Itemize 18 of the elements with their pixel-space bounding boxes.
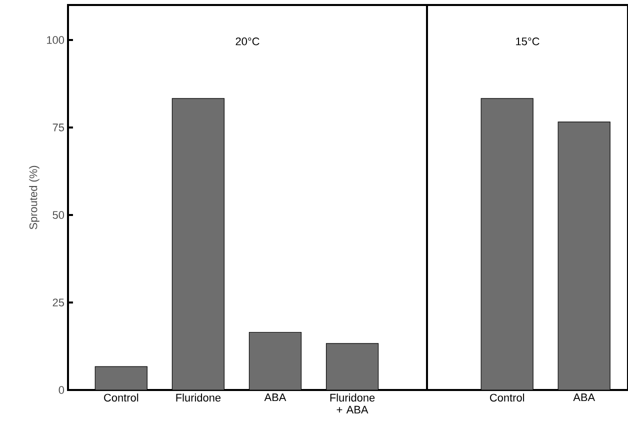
x-tick-label: ABA xyxy=(573,394,596,402)
y-tick-label: 100 xyxy=(47,36,64,44)
text: 15°C xyxy=(516,38,540,46)
y-tick-label: 75 xyxy=(52,124,64,132)
x-tick-label: ABA xyxy=(264,394,286,402)
bar xyxy=(249,332,302,390)
x-tick-label: Fluridone xyxy=(176,394,221,402)
x-tick-label: Control xyxy=(104,394,138,402)
x-tick-label: Fluridone + ABA xyxy=(330,394,375,414)
bar xyxy=(95,366,148,390)
y-tick-label: 50 xyxy=(52,211,64,219)
y-axis-title: Sprouted (%) xyxy=(29,166,40,230)
bar xyxy=(326,343,379,390)
x-tick-label: Control xyxy=(490,394,524,402)
text: 20°C xyxy=(236,38,260,46)
y-tick-label: 0 xyxy=(58,386,64,394)
y-tick-label: 25 xyxy=(52,298,64,306)
bar xyxy=(172,98,224,390)
